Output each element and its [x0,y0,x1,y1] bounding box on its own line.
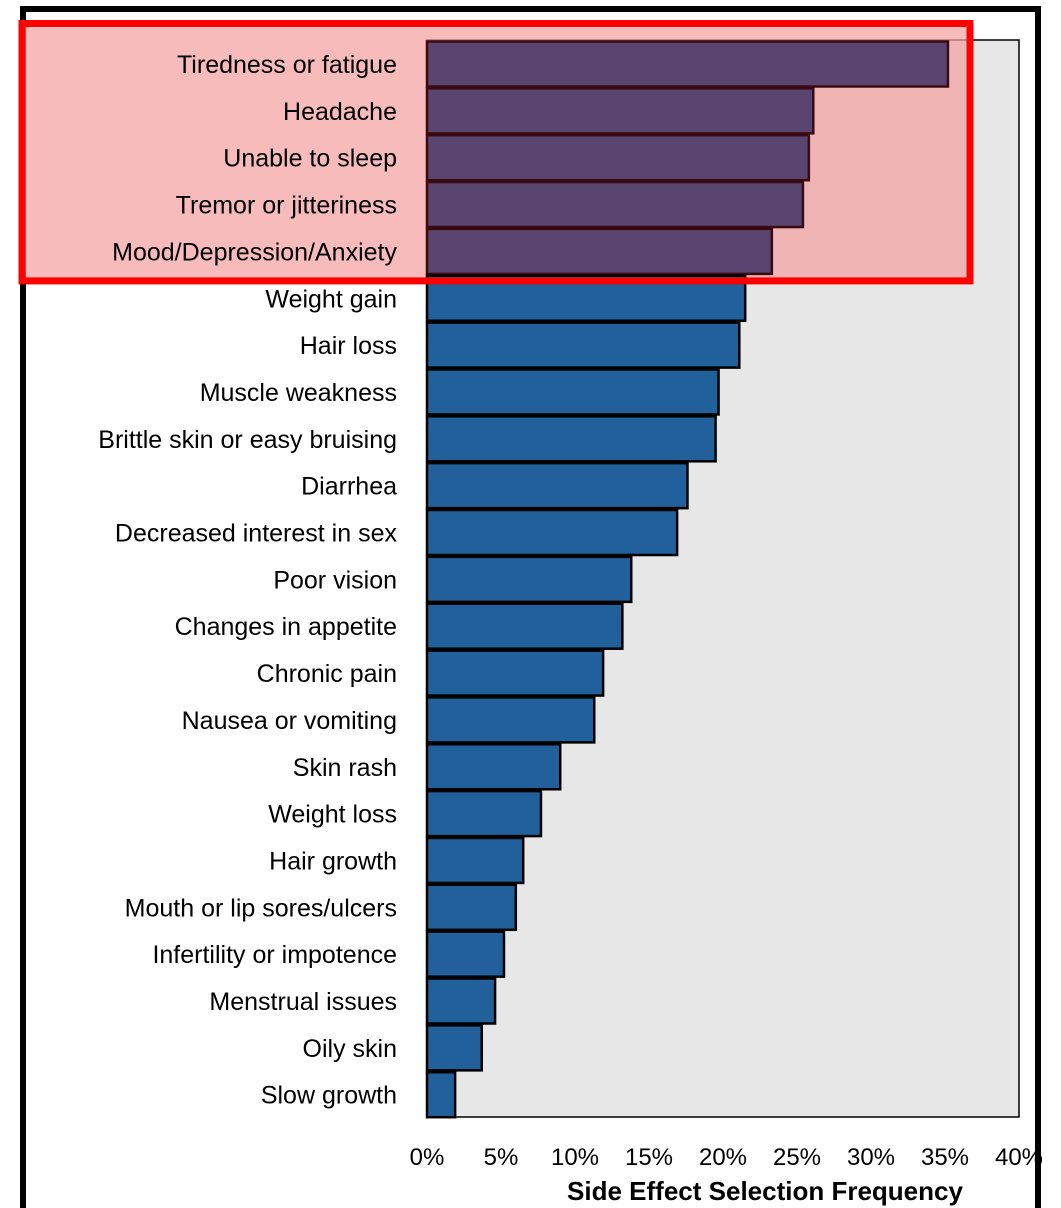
bar-chronic-pain [425,649,605,697]
x-tick-label: 20% [699,1144,747,1171]
bar-diarrhea [425,461,689,510]
bar-slow-growth [425,1070,457,1119]
bar-infertility-or-impotence [425,930,506,978]
bar-tiredness-or-fatigue [425,40,950,88]
bar-changes-in-appetite [425,602,624,650]
category-label: Weight gain [265,285,397,313]
bar-weight-loss [425,789,543,838]
x-tick-label: 25% [773,1144,821,1171]
bar-skin-rash [425,743,562,791]
category-label: Brittle skin or easy bruising [98,426,397,454]
category-label: Poor vision [273,566,397,594]
x-tick-label: 40% [995,1144,1043,1171]
category-label: Hair loss [300,332,397,360]
x-tick-label: 0% [410,1144,445,1171]
x-tick-label: 30% [847,1144,895,1171]
category-label: Nausea or vomiting [182,707,397,735]
bar-unable-to-sleep [425,133,811,182]
category-label: Chronic pain [257,660,397,688]
bar-hair-growth [425,836,525,885]
category-label: Infertility or impotence [152,941,397,969]
category-label: Decreased interest in sex [115,520,398,548]
x-tick-label: 15% [625,1144,673,1171]
bar-poor-vision [425,555,633,604]
category-label: Headache [283,98,397,126]
category-label: Weight loss [268,801,397,829]
category-label: Menstrual issues [209,988,397,1016]
bar-brittle-skin-or-easy-bruising [425,415,717,463]
x-tick-label: 35% [921,1144,969,1171]
category-label: Mouth or lip sores/ulcers [125,894,397,922]
bar-muscle-weakness [425,368,720,416]
x-tick-label: 5% [484,1144,519,1171]
category-label: Tiredness or fatigue [177,51,397,79]
bar-hair-loss [425,321,741,369]
highlight-border [18,20,974,285]
bar-decreased-interest-in-sex [425,508,679,557]
bar-tremor-or-jitteriness [425,180,805,229]
category-label: Skin rash [293,754,397,782]
bar-mood-depression-anxiety [425,227,774,276]
category-label: Changes in appetite [175,613,397,641]
category-label: Diarrhea [301,473,397,501]
bar-mouth-or-lip-sores-ulcers [425,883,518,932]
category-label: Hair growth [269,847,397,875]
category-label: Oily skin [303,1035,397,1063]
category-label: Muscle weakness [200,379,397,407]
bar-oily-skin [425,1024,484,1072]
bar-nausea-or-vomiting [425,696,596,744]
category-label: Unable to sleep [223,145,397,173]
x-axis-title: Side Effect Selection Frequency [567,1176,963,1206]
category-label: Mood/Depression/Anxiety [112,238,397,266]
x-tick-label: 10% [551,1144,599,1171]
bar-menstrual-issues [425,977,497,1025]
category-label: Slow growth [261,1082,397,1110]
category-label: Tremor or jitteriness [176,192,397,220]
bar-headache [425,87,815,135]
